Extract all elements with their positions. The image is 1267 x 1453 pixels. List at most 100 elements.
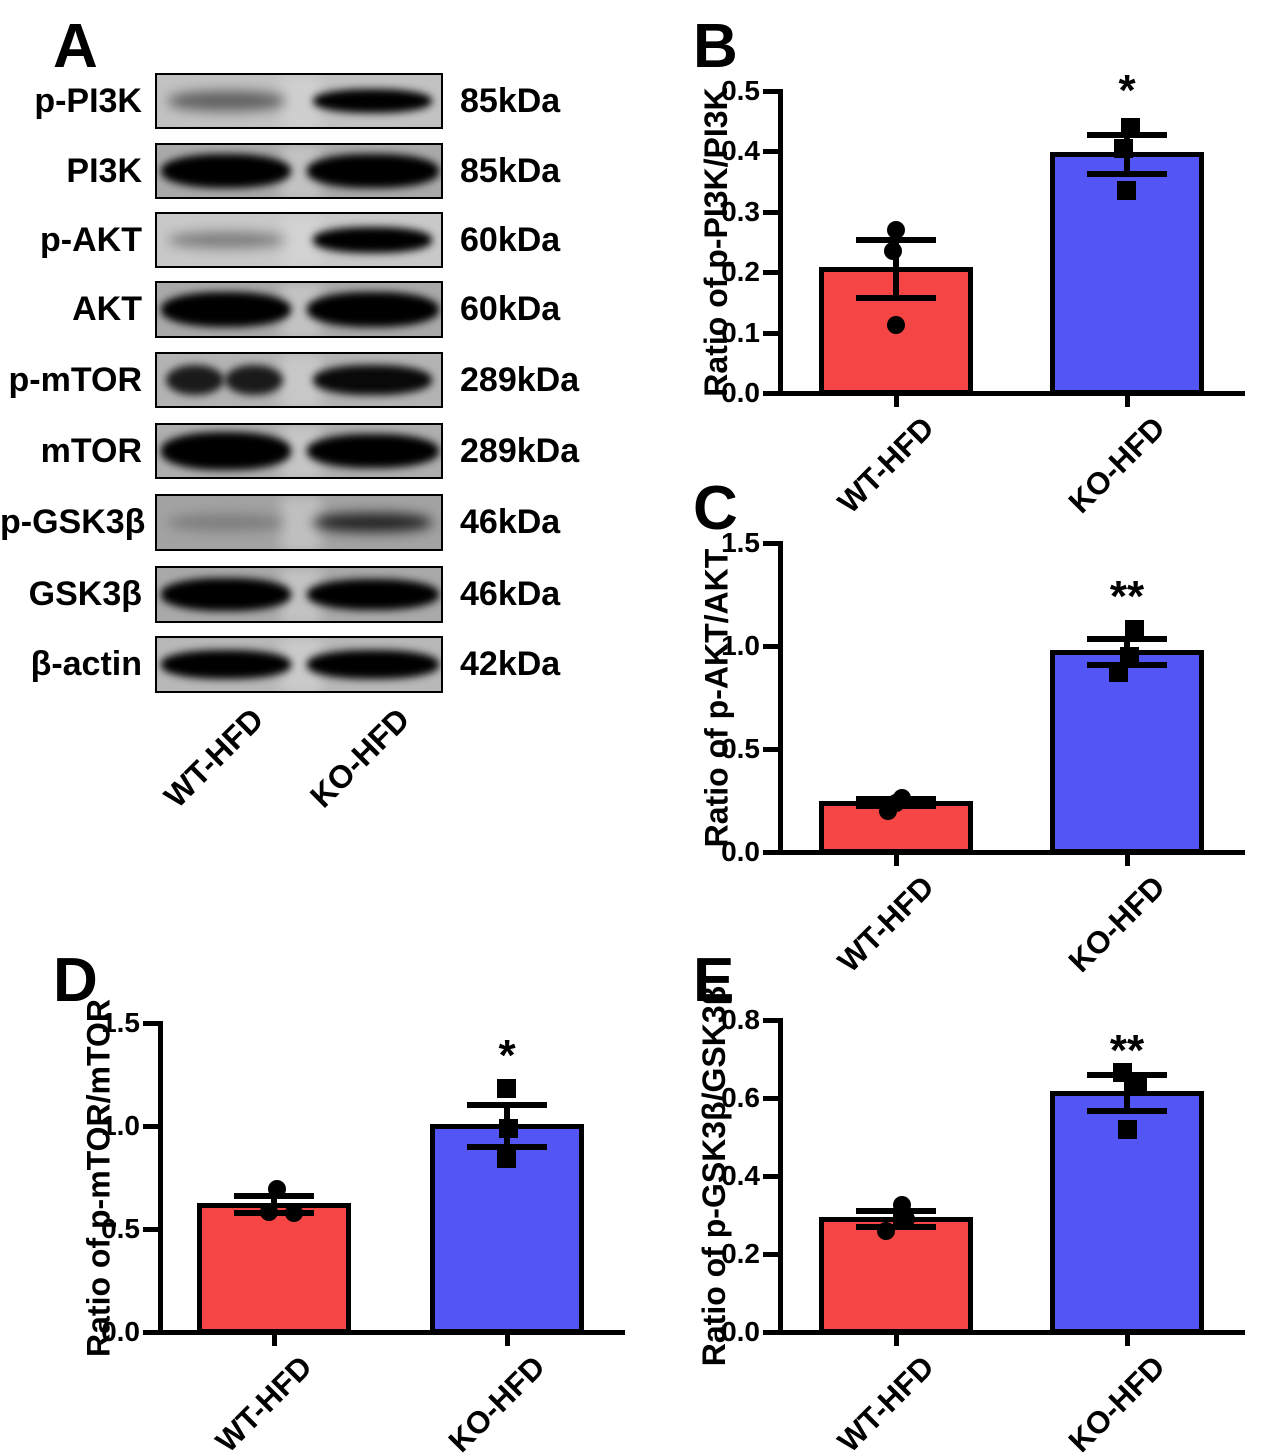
y-tick-label: 1.5: [101, 1007, 140, 1038]
panel-letter: E: [693, 946, 735, 1015]
significance-marker: **: [1109, 571, 1145, 621]
y-tick-label: 0.1: [721, 316, 760, 348]
data-point-circle: [887, 220, 905, 239]
error-bar-cap: [856, 237, 936, 244]
x-tick: [505, 1335, 510, 1346]
panel-letter: A: [53, 12, 98, 81]
molecular-weight-label: 42kDa: [460, 645, 561, 683]
error-bar-cap: [856, 1224, 936, 1231]
significance-marker: *: [498, 1030, 516, 1080]
x-category-label: KO-HFD: [1061, 410, 1172, 520]
protein-label: p-AKT: [40, 221, 142, 259]
data-point-square: [1116, 181, 1136, 201]
y-tick: [763, 89, 778, 94]
blot-image: [155, 73, 443, 129]
blot-image: [155, 352, 443, 408]
error-bar-line: [1124, 1074, 1130, 1111]
data-point-circle: [285, 1203, 303, 1222]
molecular-weight-label: 289kDa: [460, 432, 580, 470]
blot-band: [161, 577, 291, 612]
protein-label: p-GSK3β: [0, 503, 146, 541]
y-tick-label: 0.0: [721, 836, 760, 867]
y-tick: [763, 330, 778, 336]
data-point-circle: [887, 316, 905, 335]
y-tick-label: 0.5: [721, 733, 760, 764]
x-axis-line: [158, 1330, 625, 1335]
data-point-square: [1112, 1063, 1132, 1083]
y-tick: [763, 270, 778, 276]
data-point-square: [1117, 1119, 1137, 1139]
blot-band: [307, 578, 439, 611]
molecular-weight-label: 289kDa: [460, 361, 580, 399]
x-axis-line: [778, 1330, 1245, 1335]
x-category-label: KO-HFD: [1061, 1349, 1172, 1453]
blot-band: [168, 513, 285, 532]
error-bar-cap: [467, 1101, 547, 1108]
error-bar-line: [893, 1210, 899, 1228]
y-tick-label: 0.4: [721, 1160, 760, 1191]
y-tick: [143, 1124, 158, 1129]
blot-image: [155, 212, 443, 268]
blot-band: [161, 650, 291, 679]
y-tick: [763, 209, 778, 215]
x-axis-line: [778, 391, 1245, 396]
blot-band: [313, 512, 432, 533]
x-tick: [1125, 396, 1130, 407]
y-tick: [763, 850, 778, 855]
y-tick: [763, 391, 778, 396]
x-category-label: KO-HFD: [1061, 869, 1172, 979]
y-axis-title: Ratio of p-AKT/AKT: [698, 548, 734, 847]
y-tick-label: 0.0: [721, 1316, 760, 1347]
lane-label: KO-HFD: [303, 701, 417, 815]
blot-image: [155, 636, 443, 693]
error-bar-cap: [1087, 636, 1167, 643]
y-tick: [763, 747, 778, 752]
blot-band: [313, 88, 432, 114]
error-bar-cap: [1087, 1107, 1167, 1114]
data-point-circle: [260, 1203, 278, 1222]
data-point-square: [1113, 138, 1133, 158]
y-tick-label: 0.6: [721, 1082, 760, 1113]
y-tick-label: 0.4: [721, 135, 760, 167]
blot-band: [313, 227, 432, 253]
blot-image: [155, 566, 443, 623]
protein-label: AKT: [72, 290, 142, 328]
protein-label: mTOR: [40, 432, 142, 470]
molecular-weight-label: 85kDa: [460, 82, 561, 120]
y-axis-line: [778, 1018, 783, 1335]
significance-marker: *: [1118, 66, 1136, 115]
bar-wt-hfd: [819, 1216, 973, 1334]
protein-label: GSK3β: [28, 575, 142, 613]
data-point-circle: [893, 1196, 911, 1215]
x-axis-line: [778, 850, 1245, 855]
bar-ko-hfd: [1050, 1090, 1204, 1334]
y-tick-label: 0.5: [721, 75, 760, 106]
blot-band: [225, 364, 283, 396]
y-tick: [763, 1018, 778, 1023]
y-axis-line: [778, 89, 783, 396]
significance-marker: **: [1109, 1026, 1145, 1076]
x-tick: [894, 1335, 899, 1346]
y-tick-label: 1.0: [721, 630, 760, 661]
molecular-weight-label: 60kDa: [460, 290, 561, 328]
bar-wt-hfd: [197, 1202, 351, 1334]
molecular-weight-label: 60kDa: [460, 221, 561, 259]
data-point-square: [498, 1118, 518, 1138]
y-axis-title: Ratio of p-mTOR/mTOR: [80, 998, 116, 1357]
x-tick: [894, 855, 899, 866]
molecular-weight-label: 46kDa: [460, 503, 561, 541]
blot-image: [155, 281, 443, 338]
y-tick: [763, 1174, 778, 1179]
lane-label: WT-HFD: [157, 701, 271, 815]
protein-label: p-PI3K: [34, 82, 142, 120]
blot-band: [161, 291, 291, 328]
y-axis-line: [158, 1021, 163, 1335]
blot-band: [307, 291, 439, 328]
data-point-square: [496, 1149, 516, 1169]
x-category-label: WT-HFD: [830, 869, 941, 979]
data-point-square: [1119, 646, 1139, 666]
y-tick: [763, 541, 778, 546]
x-tick: [1125, 855, 1130, 866]
y-tick: [763, 1252, 778, 1257]
data-point-circle: [877, 1222, 895, 1241]
